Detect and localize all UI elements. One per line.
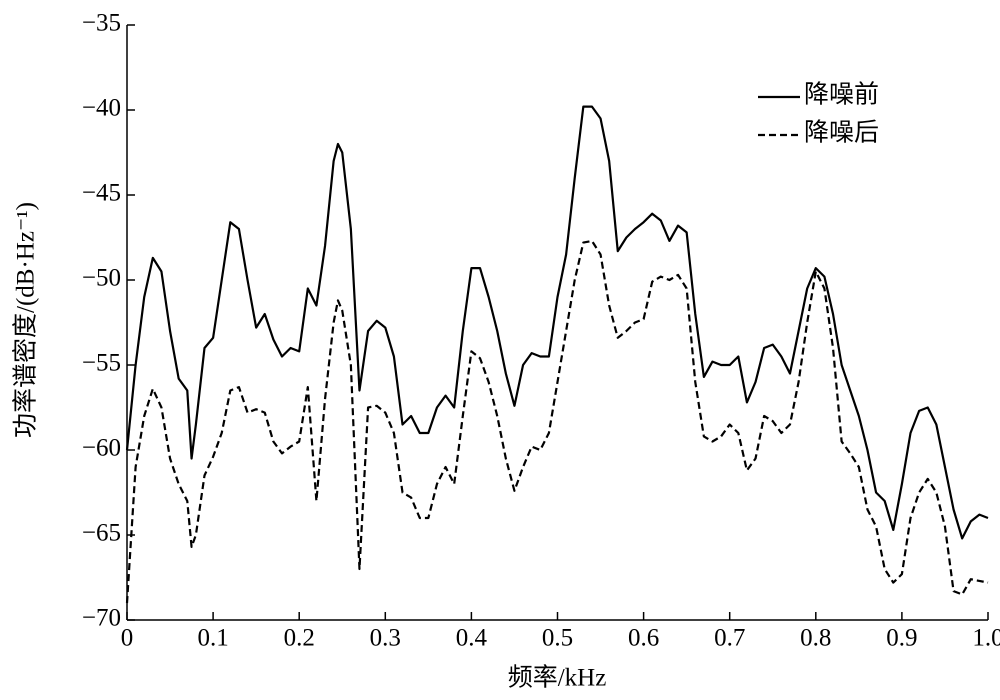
legend-label: 降噪前 (804, 81, 879, 109)
x-tick-label: 0.9 (886, 625, 917, 652)
x-tick-label: 0.4 (456, 625, 488, 652)
y-tick-label: −40 (82, 95, 121, 122)
x-tick-label: 0.6 (628, 625, 659, 652)
y-axis-label: 功率谱密度/(dB·Hz⁻¹) (12, 202, 40, 438)
x-tick-label: 0.2 (284, 625, 315, 652)
y-tick-label: −50 (82, 265, 121, 292)
x-tick-label: 0.1 (197, 625, 228, 652)
y-tick-label: −65 (82, 520, 121, 547)
x-tick-label: 0 (121, 625, 134, 652)
x-tick-label: 0.5 (542, 625, 573, 652)
y-tick-label: −55 (82, 350, 121, 377)
y-tick-label: −45 (82, 180, 121, 207)
y-tick-label: −35 (82, 10, 121, 37)
x-tick-label: 0.8 (800, 625, 831, 652)
legend-label: 降噪后 (804, 119, 879, 147)
x-tick-label: 0.3 (370, 625, 401, 652)
y-tick-label: −60 (82, 435, 121, 462)
series-line (125, 239, 989, 604)
x-tick-label: 0.7 (714, 625, 745, 652)
y-tick-label: −70 (82, 605, 121, 632)
x-axis-label: 频率/kHz (508, 664, 607, 692)
x-tick-label: 1.0 (972, 625, 1000, 652)
series-line (125, 105, 989, 540)
